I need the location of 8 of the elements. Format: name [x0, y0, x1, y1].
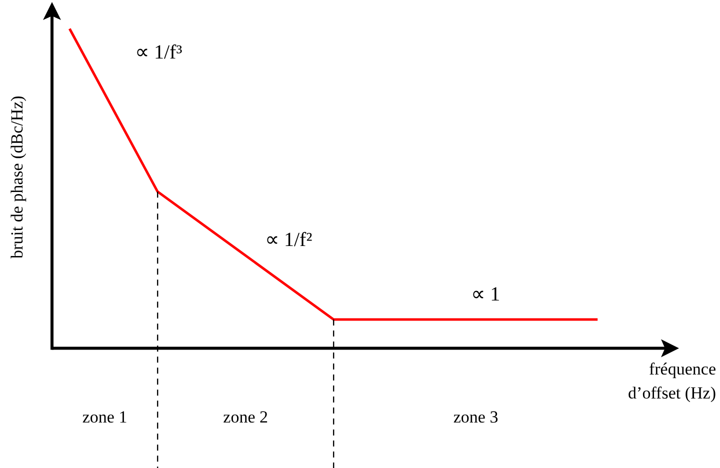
y-axis-title: bruit de phase (dBc/Hz) — [7, 96, 26, 259]
text: zone 1 — [82, 408, 128, 427]
text: zone 3 — [453, 408, 498, 427]
text: zone 2 — [223, 408, 268, 427]
annotation: ∝ 1/f² — [264, 228, 312, 251]
annotation: ∝ 1/f³ — [134, 41, 182, 64]
x-axis-title: fréquence d’offset (Hz) — [628, 360, 716, 403]
annotation: ∝ 1 — [471, 284, 500, 306]
